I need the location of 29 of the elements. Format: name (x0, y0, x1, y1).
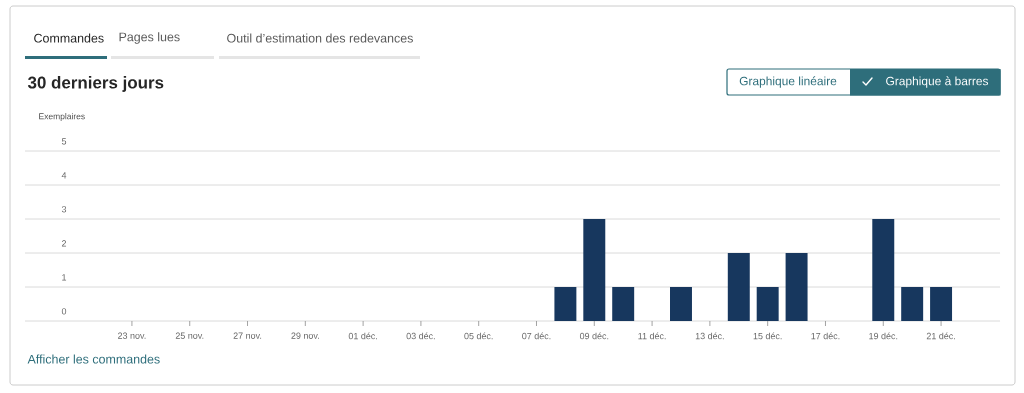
y-axis-title: Exemplaires (39, 113, 85, 121)
text: Commandes (34, 33, 104, 43)
y-tick-label: 2 (61, 240, 67, 247)
x-tick-label: 07 déc. (522, 332, 551, 340)
y-tick-label: 3 (61, 206, 67, 213)
x-tick-label: 05 déc. (464, 332, 493, 340)
x-tick-label: 13 déc. (695, 332, 724, 340)
y-tick-label: 0 (61, 308, 67, 315)
x-tick-label: 29 nov. (291, 332, 319, 339)
x-tick-label: 25 nov. (175, 332, 204, 339)
text: Outil d’estimation des redevances (227, 33, 413, 43)
text: Pages lues (119, 32, 180, 44)
x-tick-label: 09 déc. (579, 332, 609, 340)
x-tick-label: 03 déc. (406, 332, 435, 340)
x-tick-label: 27 nov. (233, 332, 262, 339)
x-tick-label: 15 déc. (753, 332, 782, 340)
x-tick-label: 17 déc. (811, 332, 840, 340)
x-tick-label: 21 déc. (926, 332, 955, 340)
x-tick-label: 19 déc. (869, 332, 898, 340)
y-tick-label: 4 (61, 172, 67, 179)
x-tick-label: 23 nov. (118, 332, 146, 339)
chart-title: 30 derniers jours (27, 76, 164, 92)
y-tick-label: 1 (62, 274, 67, 281)
x-tick-label: 11 déc. (638, 332, 666, 340)
text: Afficher les commandes (27, 354, 160, 364)
x-tick-label: 01 déc. (348, 332, 377, 340)
text: Graphique à barres (886, 76, 989, 88)
text: Graphique linéaire (739, 76, 837, 88)
y-tick-label: 5 (61, 138, 67, 145)
